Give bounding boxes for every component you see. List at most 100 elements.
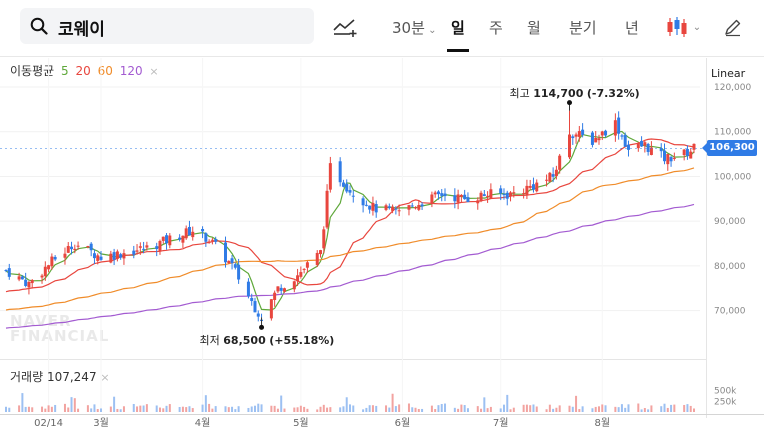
volume-bar xyxy=(693,408,695,412)
volume-bar xyxy=(552,408,555,412)
scale-mode-toggle[interactable]: Linear xyxy=(711,67,746,80)
candle-body xyxy=(276,286,280,292)
volume-bar xyxy=(414,407,417,412)
volume-bar xyxy=(113,396,116,412)
tab-30min[interactable]: 30분 ⌄ xyxy=(392,17,436,38)
volume-bar xyxy=(545,409,548,412)
x-tick-label: 5월 xyxy=(293,417,309,429)
candle-body xyxy=(299,272,303,277)
candle-body xyxy=(636,143,640,149)
volume-bar xyxy=(155,405,158,412)
candle-body xyxy=(296,275,300,282)
candle-body xyxy=(623,135,627,147)
candle-body xyxy=(27,281,31,288)
candle-body xyxy=(643,142,647,146)
tab-weekly[interactable]: 주 xyxy=(489,19,503,37)
volume-bar xyxy=(499,408,502,412)
candle-body xyxy=(486,195,490,197)
watermark-logo: NAVER FINANCIAL xyxy=(10,314,109,344)
volume-bar xyxy=(349,404,351,412)
candle-body xyxy=(204,233,208,242)
volume-bar xyxy=(211,408,214,412)
candle-body xyxy=(384,205,388,210)
candle-body xyxy=(96,255,100,261)
x-tick-label: 8월 xyxy=(594,417,610,429)
low-marker-dot xyxy=(259,324,265,330)
candle-body xyxy=(348,190,352,193)
volume-bar xyxy=(647,409,650,412)
candle-body xyxy=(505,192,509,199)
close-icon[interactable]: × xyxy=(149,65,159,78)
volume-bar xyxy=(70,397,73,412)
candle-body xyxy=(574,134,578,137)
y-tick-label: 90,000 xyxy=(714,217,746,227)
volume-bar xyxy=(145,404,148,412)
candle-body xyxy=(407,205,411,210)
volume-bar xyxy=(444,403,447,412)
candle-body xyxy=(535,182,539,192)
x-tick-label: 3월 xyxy=(93,417,109,429)
draw-button[interactable] xyxy=(720,14,746,40)
volume-title: 거래량 xyxy=(10,370,44,384)
stock-search-box[interactable]: 코웨이 xyxy=(20,8,314,44)
volume-bar xyxy=(316,409,319,412)
volume-bar xyxy=(41,406,44,412)
volume-bar xyxy=(476,406,479,412)
y-tick-label: 80,000 xyxy=(714,262,746,272)
volume-bar xyxy=(283,408,286,412)
candle-body xyxy=(109,253,113,263)
volume-bar xyxy=(660,406,663,412)
high-value: 114,700 xyxy=(533,86,584,100)
volume-bar xyxy=(77,408,80,412)
volume-bar xyxy=(502,404,505,412)
volume-bar xyxy=(411,407,414,412)
candlestick-icon xyxy=(667,17,687,37)
volume-bar xyxy=(670,404,673,412)
candle-body xyxy=(53,256,57,260)
volume-bar xyxy=(597,406,600,412)
compare-chart-button[interactable] xyxy=(330,14,360,40)
candle-body xyxy=(459,194,463,197)
search-icon xyxy=(30,17,48,35)
volume-bar xyxy=(575,395,578,412)
candle-body xyxy=(89,243,93,251)
tab-yearly[interactable]: 년 xyxy=(625,19,639,37)
tab-quarterly[interactable]: 분기 xyxy=(569,19,597,37)
volume-bar xyxy=(417,409,420,412)
ma-5-label: 5 xyxy=(61,64,69,78)
candle-body xyxy=(305,262,309,268)
candle-body xyxy=(689,151,693,159)
candle-body xyxy=(361,198,365,206)
volume-bar xyxy=(109,406,112,412)
chart-type-button[interactable]: ⌄ xyxy=(663,14,703,40)
y-tick-label: 70,000 xyxy=(714,307,746,317)
ma-20-label: 20 xyxy=(75,64,91,78)
low-change: (+55.18%) xyxy=(269,334,335,348)
candle-body xyxy=(440,193,444,196)
candle-body xyxy=(387,206,391,208)
volume-bar xyxy=(407,403,410,412)
candle-body xyxy=(122,253,126,259)
top-toolbar: 코웨이 30분 ⌄ 일 주 월 분기 년 ⌄ xyxy=(0,0,764,57)
volume-bar xyxy=(247,407,250,412)
close-icon[interactable]: × xyxy=(100,371,110,384)
volume-bar xyxy=(293,407,296,412)
volume-value: 107,247 xyxy=(46,370,97,384)
candle-body xyxy=(168,235,172,246)
ma-20-line xyxy=(5,138,695,293)
candle-body xyxy=(666,154,670,165)
candle-body xyxy=(499,188,503,194)
y-tick-label: 120,000 xyxy=(714,83,751,93)
pencil-icon xyxy=(725,19,741,37)
volume-bar xyxy=(329,407,332,412)
candle-body xyxy=(250,297,254,301)
volume-bar xyxy=(136,406,139,412)
candle-body xyxy=(456,194,460,203)
tab-monthly[interactable]: 월 xyxy=(527,19,541,37)
candle-body xyxy=(214,239,218,242)
candle-body xyxy=(292,281,296,290)
candle-body xyxy=(600,131,604,136)
tab-daily[interactable]: 일 xyxy=(447,19,469,52)
volume-bar xyxy=(394,406,397,412)
